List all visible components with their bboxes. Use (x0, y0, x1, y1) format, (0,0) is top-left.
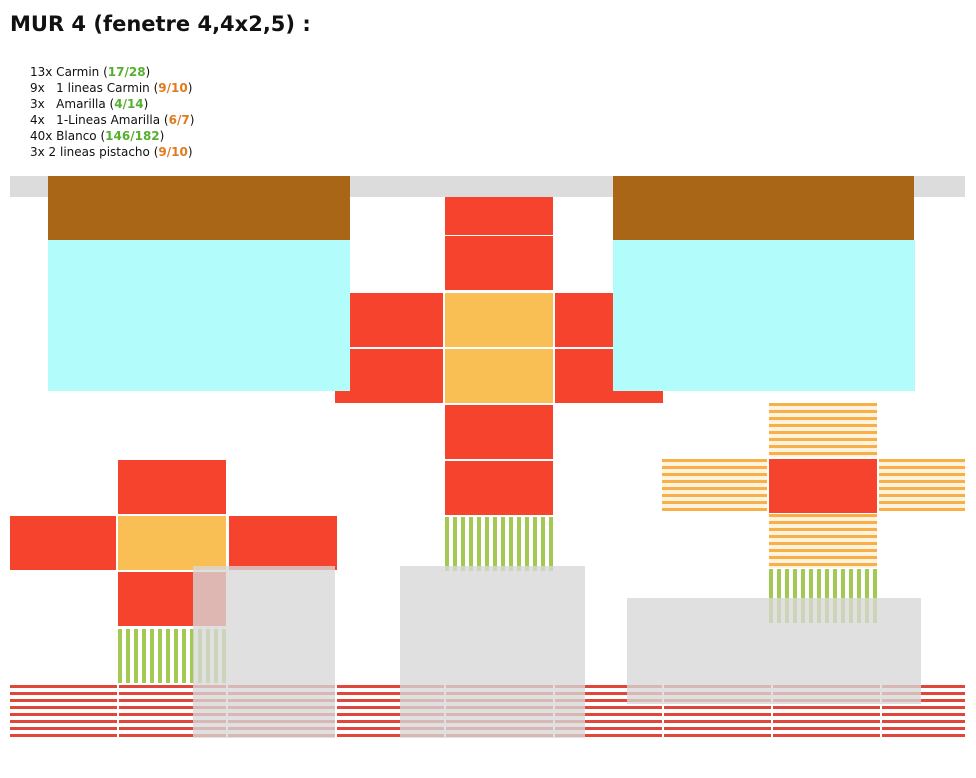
window-right-frame (613, 176, 914, 240)
tile-amarilla-lineas (879, 459, 965, 511)
tile-amarilla (118, 516, 226, 570)
count-badge: 146/182 (105, 129, 160, 143)
furniture-left (193, 566, 335, 738)
tile-carmin-sliver (335, 391, 350, 403)
tile-divider (335, 685, 337, 738)
tile-carmin (555, 349, 613, 403)
tile-carmin-sliver (613, 391, 663, 403)
count-badge: 9/10 (158, 145, 188, 159)
tile-carmin (118, 460, 226, 514)
furniture-right (627, 598, 921, 704)
tile-carmin (445, 461, 553, 515)
furniture-center (400, 566, 585, 738)
tile-carmin (445, 236, 553, 290)
tile-amarilla (445, 293, 553, 347)
window-left-frame (48, 176, 350, 240)
tile-amarilla-lineas (662, 459, 767, 511)
tile-carmin (350, 349, 443, 403)
count-badge: 4/14 (114, 97, 144, 111)
list-item: 3x 2 lineas pistacho (9/10) (30, 145, 193, 159)
tile-carmin (445, 405, 553, 459)
page-title: MUR 4 (fenetre 4,4x2,5) : (10, 12, 311, 36)
tile-amarilla-lineas (769, 403, 877, 457)
tile-divider (880, 685, 882, 738)
tile-carmin (10, 516, 116, 570)
tile-divider (117, 685, 119, 738)
tile-divider (771, 685, 773, 738)
tile-carmin (350, 293, 443, 347)
count-badge: 6/7 (168, 113, 190, 127)
tile-divider (662, 685, 664, 738)
tile-pistacho (445, 517, 553, 571)
tile-amarilla-lineas (769, 514, 877, 568)
tile-amarilla (445, 349, 553, 403)
list-item: 3x Amarilla (4/14) (30, 97, 149, 111)
window-right-glass (613, 240, 915, 391)
list-item: 9x 1 lineas Carmin (9/10) (30, 81, 193, 95)
tile-carmin (445, 197, 553, 235)
count-badge: 9/10 (158, 81, 188, 95)
tile-carmin (555, 293, 613, 347)
tile-carmin (229, 516, 337, 570)
tile-carmin (769, 459, 877, 513)
tile-list: 13x Carmin (17/28) 9x 1 lineas Carmin (9… (30, 64, 194, 160)
list-item: 4x 1-Lineas Amarilla (6/7) (30, 113, 195, 127)
list-item: 40x Blanco (146/182) (30, 129, 165, 143)
list-item: 13x Carmin (17/28) (30, 65, 151, 79)
count-badge: 17/28 (107, 65, 146, 79)
window-left-glass (48, 240, 350, 391)
